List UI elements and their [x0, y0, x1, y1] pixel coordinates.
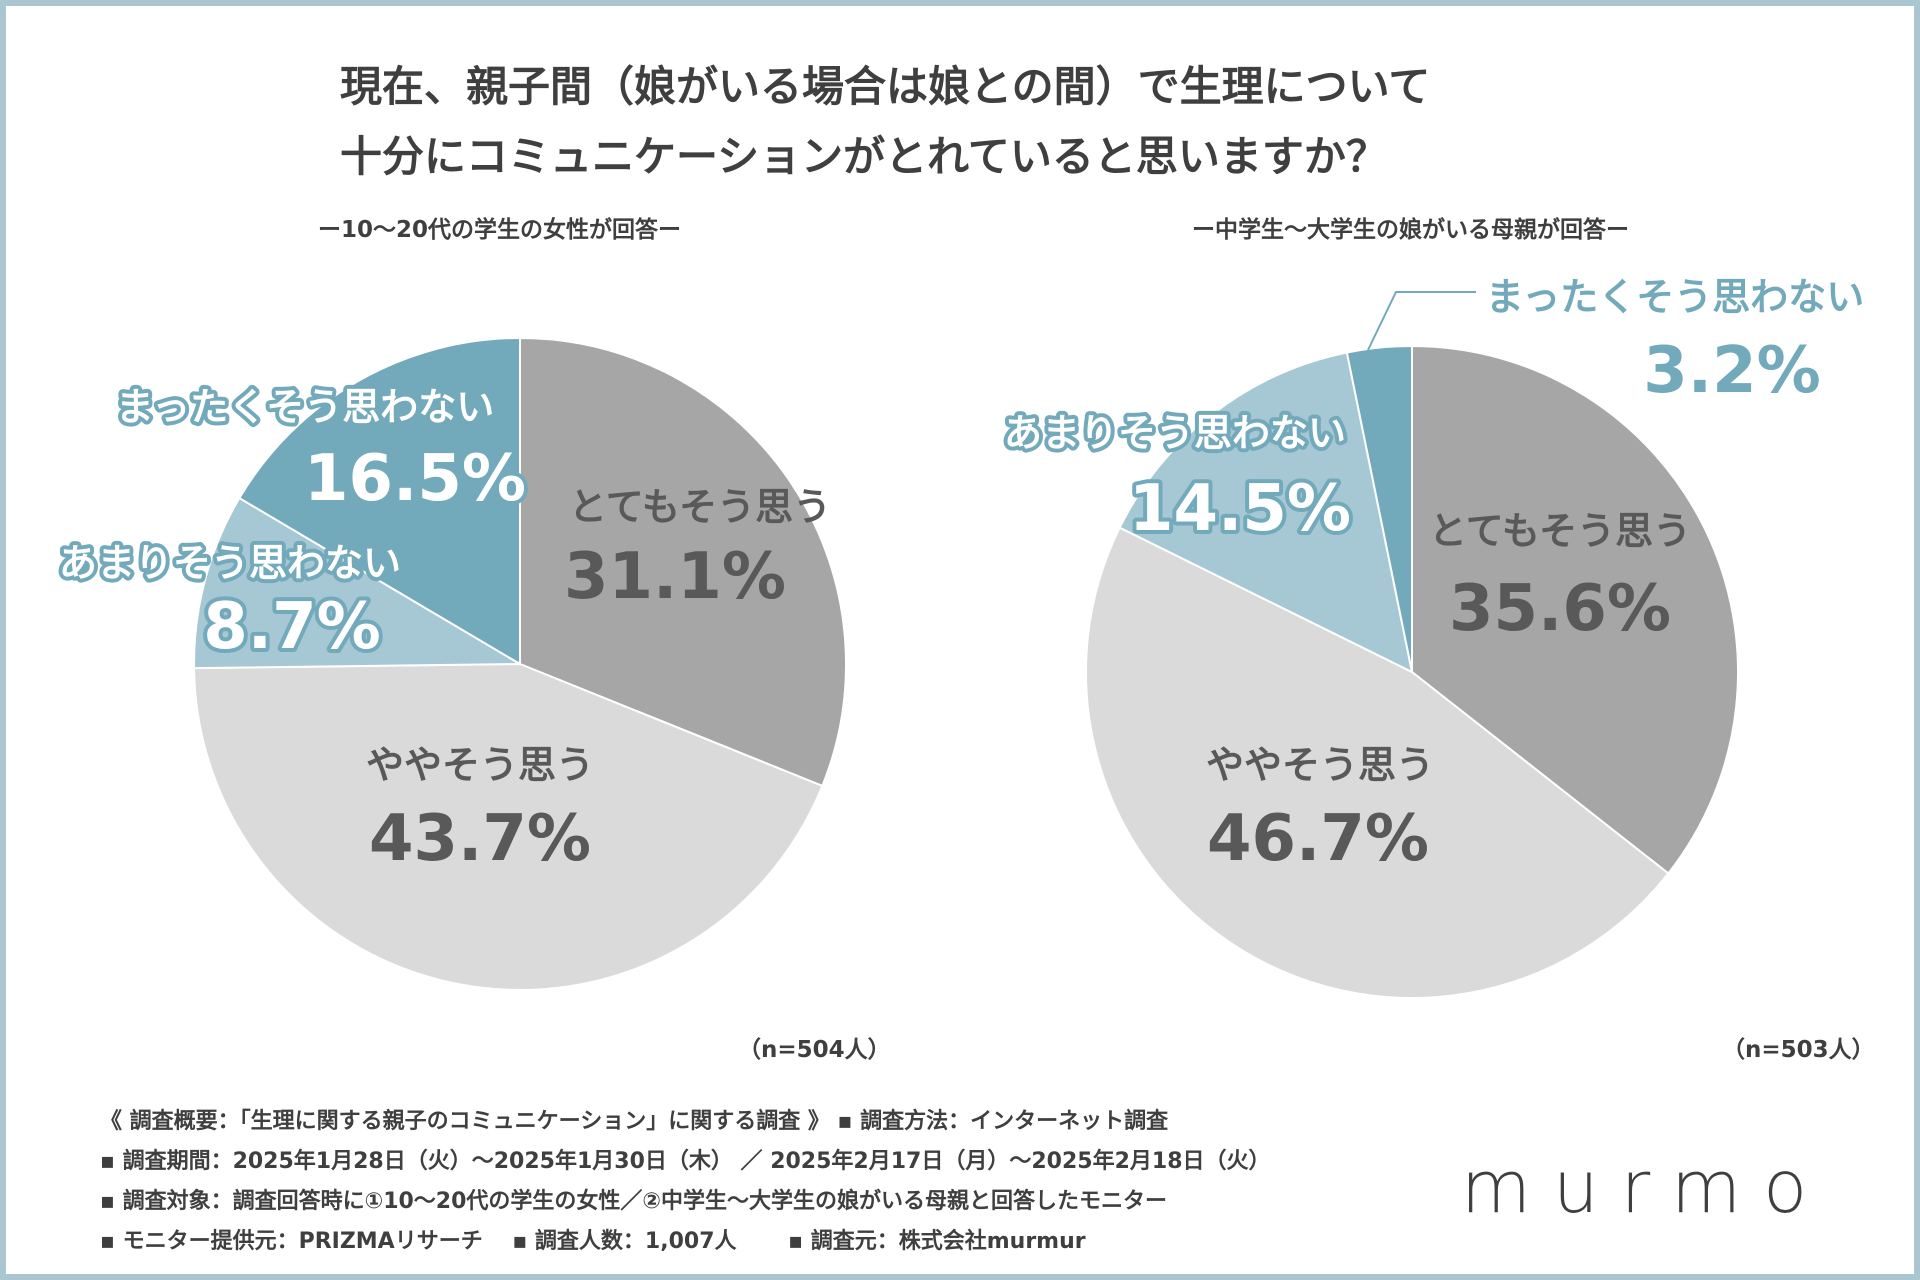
footer-line-4: ▪ モニター提供元：PRIZMAリサーチ ▪ 調査人数：1,007人 ▪ 調査元… [100, 1229, 1086, 1254]
pie-1-value-1: 46.7% [1207, 802, 1429, 876]
pie-1-slice-3 [1345, 344, 1413, 673]
pie-0-slice-2 [193, 496, 524, 670]
pie-1-value-3: 3.2% [1643, 334, 1821, 408]
right-chart-subtitle: ー中学生〜大学生の娘がいる母親が回答ー [1192, 217, 1629, 243]
title-line-2: 十分にコミュニケーションがとれていると思いますか？ [340, 132, 1388, 181]
pie-1-label-1: ややそう思う [1206, 743, 1434, 787]
pie-0-label-2: あまりそう思わない [59, 541, 401, 585]
pie-1-slice-2 [1118, 351, 1414, 674]
pie-1-value-2: 14.5% [1129, 472, 1351, 546]
pie-0-label-1: ややそう思う [366, 743, 594, 787]
pie-1-leader-line [1367, 291, 1476, 351]
pie-0-value-0: 31.1% [564, 540, 786, 614]
right-sample-size: （n=503人） [1722, 1037, 1875, 1063]
pie-0-slice-1 [193, 662, 824, 991]
pie-0-slice-0 [519, 336, 847, 788]
footer-line-1: 《 調査概要：「生理に関する親子のコミュニケーション」に関する調査 》 ▪ 調査… [100, 1109, 1169, 1134]
pie-0-value-3: 16.5% [304, 442, 526, 516]
page-title: 現在、親子間（娘がいる場合は娘との間）で生理について 十分にコミュニケーションが… [340, 52, 1640, 192]
footer-line-3: ▪ 調査対象：調査回答時に①10〜20代の学生の女性／②中学生〜大学生の娘がいる… [100, 1189, 1168, 1214]
pie-1-label-2: あまりそう思わない [1004, 411, 1346, 455]
pie-0-label-3: まったくそう思わない [116, 385, 494, 429]
title-line-1: 現在、親子間（娘がいる場合は娘との間）で生理について [340, 62, 1431, 111]
pie-0-label-0: とてもそう思う [569, 485, 831, 529]
pie-1-label-3: まったくそう思わない [1486, 275, 1864, 319]
pie-1-slice-1 [1085, 526, 1670, 999]
left-chart-subtitle: ー10〜20代の学生の女性が回答ー [318, 217, 682, 243]
logo-text: murmo [1461, 1150, 1829, 1229]
survey-footer: 《 調査概要：「生理に関する親子のコミュニケーション」に関する調査 》 ▪ 調査… [100, 1102, 1271, 1262]
pie-0-value-1: 43.7% [369, 802, 591, 876]
left-sample-size: （n=504人） [738, 1037, 891, 1063]
pie-1-label-0: とてもそう思う [1429, 509, 1691, 553]
pie-0-value-2: 8.7% [203, 590, 381, 664]
pie-1-slice-0 [1411, 344, 1739, 875]
footer-line-2: ▪ 調査期間：2025年1月28日（火）〜2025年1月30日（木） ／ 202… [100, 1149, 1271, 1174]
pie-1-value-0: 35.6% [1449, 572, 1671, 646]
pie-0-slice-3 [238, 336, 521, 666]
murmo-logo: murmo [1461, 1150, 1829, 1229]
